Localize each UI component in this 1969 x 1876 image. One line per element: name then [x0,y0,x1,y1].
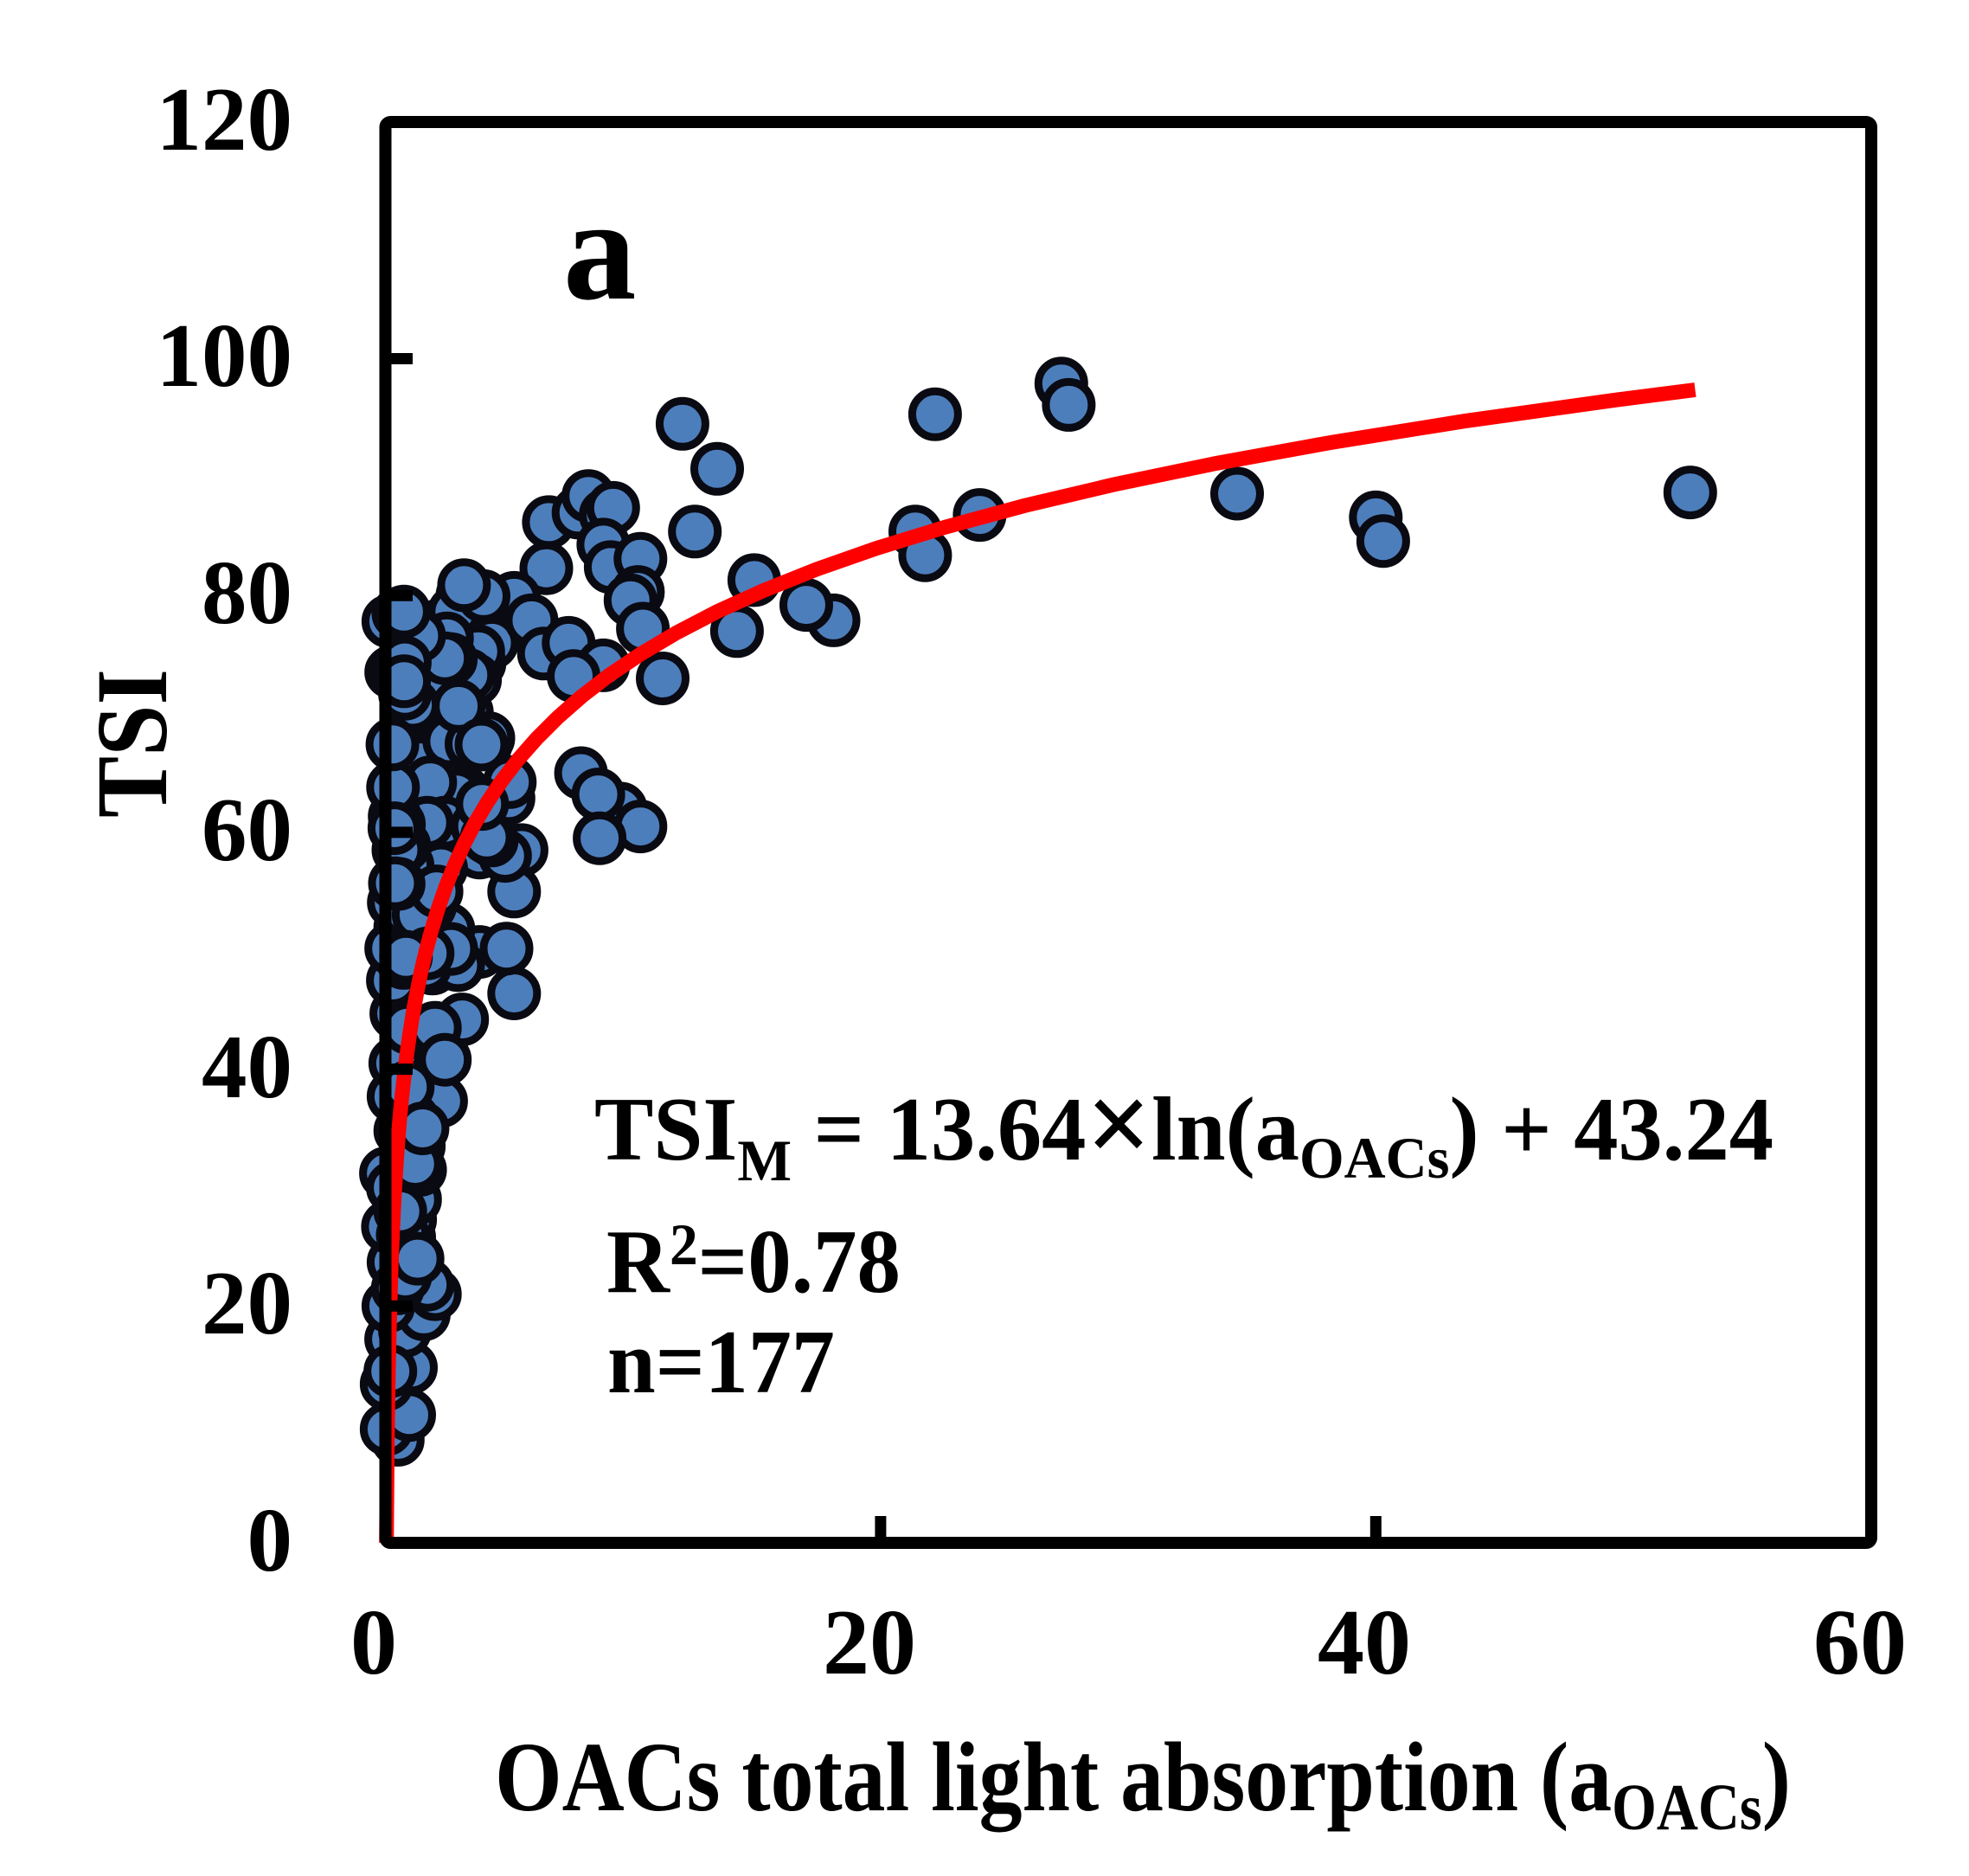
svg-text:0: 0 [350,1591,397,1694]
svg-text:TSIM = 13.64×ln(aOACs) + 43.24: TSIM = 13.64×ln(aOACs) + 43.24 [594,1059,1773,1193]
svg-text:40: 40 [202,1016,292,1117]
svg-text:20: 20 [202,1252,292,1353]
svg-text:n=177: n=177 [607,1311,835,1412]
svg-text:OACs total light absorption (a: OACs total light absorption (aOACs) [495,1722,1791,1844]
svg-text:40: 40 [1318,1591,1411,1694]
svg-text:100: 100 [157,305,293,406]
svg-text:60: 60 [202,779,292,880]
svg-text:80: 80 [202,542,292,643]
svg-text:TSI: TSI [75,669,189,818]
svg-text:20: 20 [823,1591,916,1694]
svg-text:120: 120 [157,68,293,170]
svg-text:a: a [563,168,637,331]
svg-text:60: 60 [1813,1591,1907,1694]
svg-text:0: 0 [247,1489,293,1590]
svg-text:R2=0.78: R2=0.78 [606,1211,901,1312]
